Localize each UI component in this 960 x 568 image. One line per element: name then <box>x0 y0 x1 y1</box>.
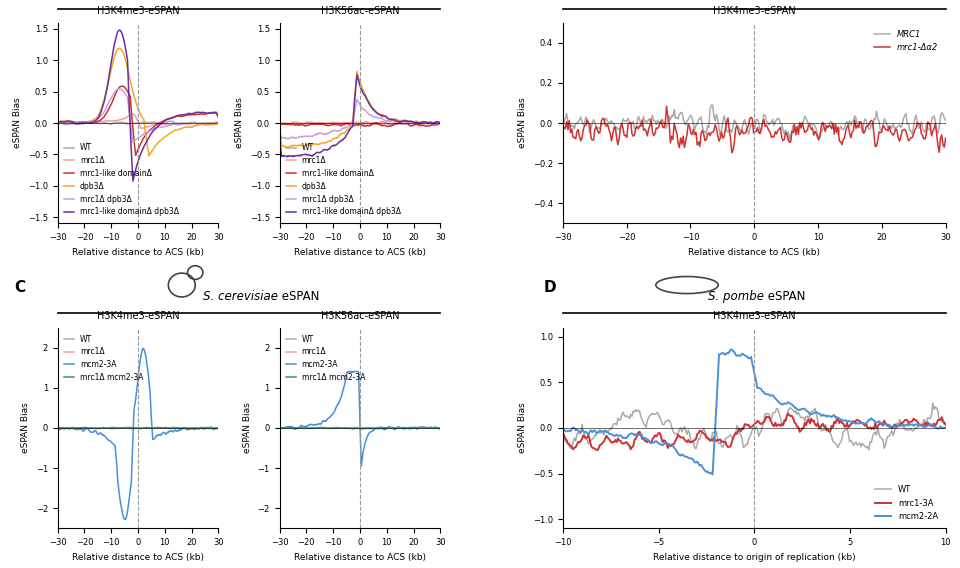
Title: H3K4me3-eSPAN: H3K4me3-eSPAN <box>97 6 180 16</box>
X-axis label: Relative distance to ACS (kb): Relative distance to ACS (kb) <box>72 248 204 257</box>
Text: S. pombe: S. pombe <box>708 290 764 303</box>
Y-axis label: eSPAN Bias: eSPAN Bias <box>13 98 22 148</box>
Title: H3K4me3-eSPAN: H3K4me3-eSPAN <box>713 6 796 16</box>
Title: H3K56ac-eSPAN: H3K56ac-eSPAN <box>321 311 399 321</box>
Text: C: C <box>14 281 26 295</box>
Legend: MRC1, mrc1-Δα2: MRC1, mrc1-Δα2 <box>870 27 942 56</box>
Y-axis label: eSPAN Bias: eSPAN Bias <box>518 403 527 453</box>
X-axis label: Relative distance to ACS (kb): Relative distance to ACS (kb) <box>294 248 426 257</box>
Text: S. cerevisiae: S. cerevisiae <box>203 290 277 303</box>
Legend: WT, mrc1Δ, mcm2-3A, mrc1Δ mcm2-3A: WT, mrc1Δ, mcm2-3A, mrc1Δ mcm2-3A <box>283 332 369 385</box>
Text: D: D <box>543 281 556 295</box>
X-axis label: Relative distance to origin of replication (kb): Relative distance to origin of replicati… <box>653 553 855 562</box>
Text: eSPAN: eSPAN <box>277 290 320 303</box>
Y-axis label: eSPAN Bias: eSPAN Bias <box>243 403 252 453</box>
X-axis label: Relative distance to ACS (kb): Relative distance to ACS (kb) <box>72 553 204 562</box>
Title: H3K56ac-eSPAN: H3K56ac-eSPAN <box>321 6 399 16</box>
X-axis label: Relative distance to ACS (kb): Relative distance to ACS (kb) <box>688 248 820 257</box>
Title: H3K4me3-eSPAN: H3K4me3-eSPAN <box>97 311 180 321</box>
Y-axis label: eSPAN Bias: eSPAN Bias <box>518 98 527 148</box>
Legend: WT, mrc1Δ, mcm2-3A, mrc1Δ mcm2-3A: WT, mrc1Δ, mcm2-3A, mrc1Δ mcm2-3A <box>61 332 146 385</box>
Y-axis label: eSPAN Bias: eSPAN Bias <box>21 403 30 453</box>
Legend: WT, mrc1Δ, mrc1-like domainΔ, dpb3Δ, mrc1Δ dpb3Δ, mrc1-like domainΔ dpb3Δ: WT, mrc1Δ, mrc1-like domainΔ, dpb3Δ, mrc… <box>283 140 404 219</box>
Title: H3K4me3-eSPAN: H3K4me3-eSPAN <box>713 311 796 321</box>
Text: eSPAN: eSPAN <box>764 290 805 303</box>
X-axis label: Relative distance to ACS (kb): Relative distance to ACS (kb) <box>294 553 426 562</box>
Y-axis label: eSPAN Bias: eSPAN Bias <box>235 98 244 148</box>
Legend: WT, mrc1Δ, mrc1-like domainΔ, dpb3Δ, mrc1Δ dpb3Δ, mrc1-like domainΔ dpb3Δ: WT, mrc1Δ, mrc1-like domainΔ, dpb3Δ, mrc… <box>61 140 181 219</box>
Legend: WT, mrc1-3A, mcm2-2A: WT, mrc1-3A, mcm2-2A <box>872 482 942 524</box>
